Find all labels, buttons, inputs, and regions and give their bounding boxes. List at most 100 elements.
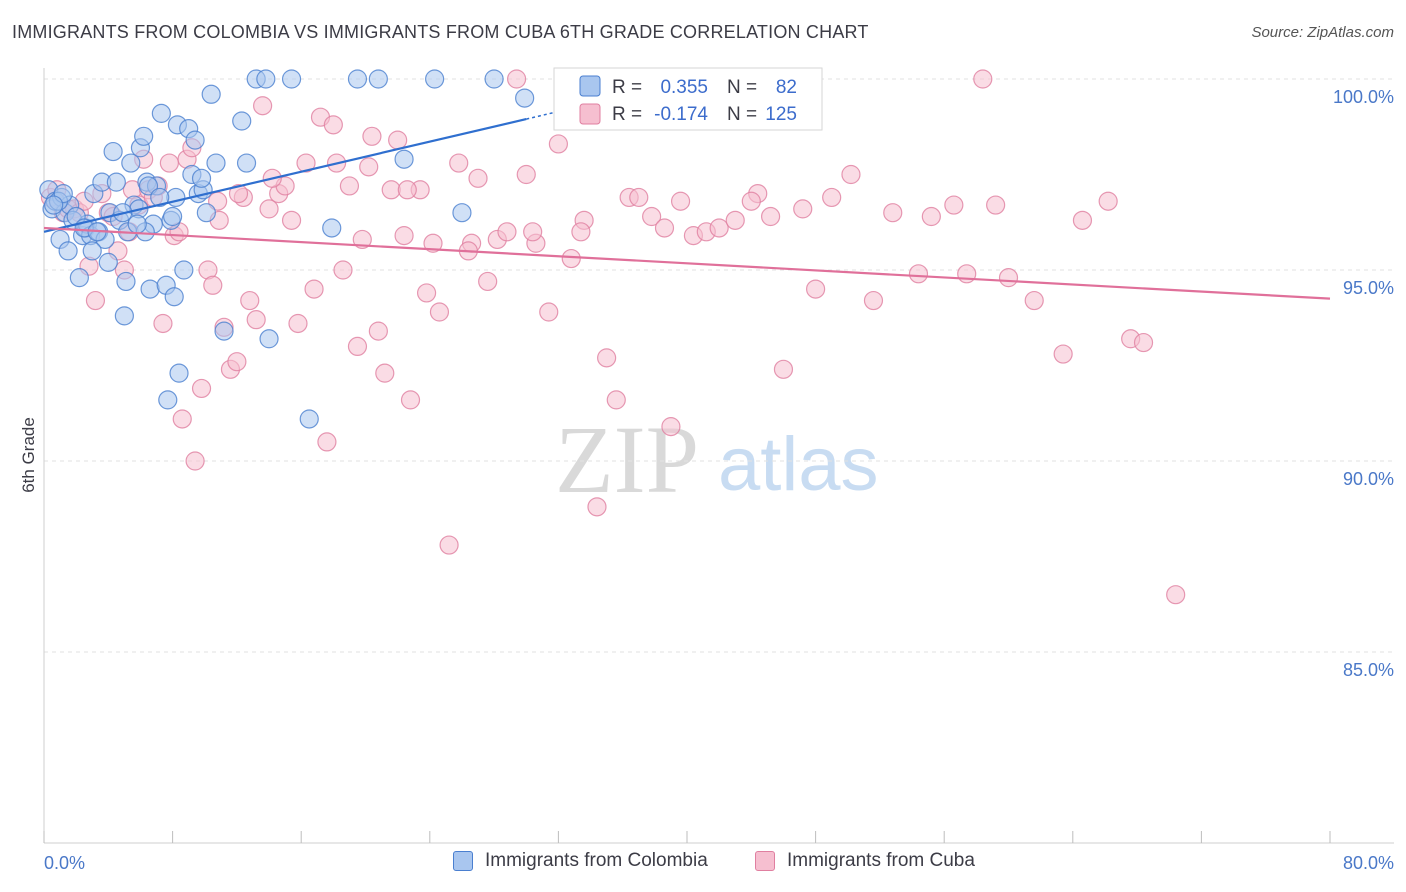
data-point-cuba [153, 313, 173, 334]
data-point-cuba [323, 115, 343, 135]
data-point-colombia [191, 168, 212, 188]
data-point-cuba [246, 310, 266, 330]
data-point-cuba [741, 191, 761, 211]
data-point-cuba [908, 264, 929, 284]
data-point-colombia [201, 84, 221, 104]
x-tick-label-max: 80.0% [1343, 853, 1394, 873]
y-axis-label: 6th Grade [19, 417, 38, 493]
data-point-cuba [654, 218, 675, 238]
legend-label-cuba: Immigrants from Cuba [787, 850, 975, 871]
data-point-cuba [400, 390, 421, 410]
legend-r-label-colombia: R = [612, 77, 642, 98]
data-point-cuba [883, 203, 903, 223]
x-tick-label-min: 0.0% [44, 853, 85, 873]
data-point-colombia [151, 103, 171, 123]
trend-lines [43, 110, 1331, 300]
y-tick-label: 85.0% [1343, 660, 1394, 680]
data-point-cuba [468, 168, 488, 188]
data-point-colombia [98, 252, 118, 272]
data-point-colombia [121, 153, 141, 173]
data-point-colombia [259, 329, 279, 349]
data-point-colombia [196, 203, 216, 223]
data-point-cuba [304, 279, 324, 299]
data-point-cuba [548, 134, 569, 154]
legend-n-value-colombia: 82 [776, 77, 797, 98]
data-point-cuba [1024, 290, 1044, 311]
data-point-cuba [597, 348, 617, 368]
legend-swatch-colombia [579, 75, 601, 97]
data-point-cuba [368, 321, 388, 341]
legend-swatch-cuba-bottom [755, 851, 775, 871]
data-point-colombia [281, 69, 302, 89]
bottom-legend: Immigrants from Colombia Immigrants from… [0, 850, 1406, 880]
data-point-colombia [164, 287, 184, 307]
data-point-cuba [347, 336, 368, 356]
data-point-cuba [1053, 344, 1073, 364]
data-point-cuba [375, 363, 395, 383]
legend-n-label-colombia: N = [727, 77, 757, 98]
data-point-cuba [288, 313, 308, 334]
data-point-cuba [986, 195, 1006, 215]
data-point-colombia [174, 260, 194, 280]
data-point-colombia [106, 172, 126, 192]
data-point-colombia [256, 69, 276, 89]
data-point-colombia [158, 390, 178, 410]
data-point-cuba [429, 302, 450, 322]
data-point-cuba [281, 210, 302, 230]
series-cuba-points [40, 69, 1186, 605]
data-point-colombia [214, 321, 234, 341]
data-point-colombia [425, 69, 445, 89]
data-point-colombia [347, 69, 368, 89]
data-point-cuba [629, 187, 649, 208]
legend-item-colombia: Immigrants from Colombia [453, 850, 708, 872]
data-point-cuba [516, 164, 536, 185]
data-point-cuba [606, 390, 626, 410]
data-point-colombia [206, 153, 226, 173]
data-point-colombia [103, 141, 123, 162]
data-point-colombia [236, 153, 257, 173]
data-point-colombia [134, 126, 154, 146]
data-point-cuba [497, 222, 517, 242]
data-point-colombia [69, 268, 89, 288]
data-point-colombia [185, 130, 205, 150]
data-point-cuba [670, 191, 691, 211]
y-tick-label: 90.0% [1343, 469, 1394, 489]
data-point-cuba [159, 153, 179, 173]
data-point-cuba [478, 271, 498, 292]
data-point-cuba [1166, 585, 1186, 605]
data-point-colombia [58, 241, 78, 261]
y-tick-label: 95.0% [1343, 278, 1394, 298]
legend-n-label-cuba: N = [727, 104, 757, 125]
data-point-colombia [368, 69, 388, 89]
legend-n-value-cuba: 125 [765, 104, 797, 125]
data-point-cuba [523, 222, 543, 242]
data-point-cuba [793, 199, 813, 219]
data-point-cuba [203, 275, 223, 295]
data-point-cuba [921, 206, 941, 227]
data-point-cuba [185, 451, 205, 471]
data-point-cuba [240, 290, 260, 311]
data-point-cuba [388, 130, 408, 150]
legend-r-value-colombia: 0.355 [660, 77, 708, 98]
data-point-colombia [169, 363, 189, 383]
data-point-cuba [587, 497, 607, 517]
data-point-cuba [571, 222, 591, 242]
data-point-cuba [394, 226, 414, 246]
data-point-cuba [191, 378, 212, 399]
watermark-atlas: atlas [718, 422, 879, 507]
data-point-colombia [166, 187, 186, 208]
data-point-colombia [452, 203, 472, 223]
data-point-colombia [138, 176, 159, 196]
legend-item-cuba: Immigrants from Cuba [755, 850, 975, 872]
data-point-cuba [416, 283, 437, 303]
data-point-cuba [439, 535, 459, 555]
data-point-cuba [172, 409, 192, 429]
data-point-cuba [709, 218, 729, 238]
data-point-colombia [394, 149, 414, 169]
data-point-cuba [381, 180, 401, 200]
source-label: Source: ZipAtlas.com [1251, 24, 1394, 41]
data-point-colombia [82, 241, 102, 261]
data-point-cuba [228, 184, 249, 204]
legend-r-label-cuba: R = [612, 104, 642, 125]
data-point-colombia [515, 88, 535, 108]
